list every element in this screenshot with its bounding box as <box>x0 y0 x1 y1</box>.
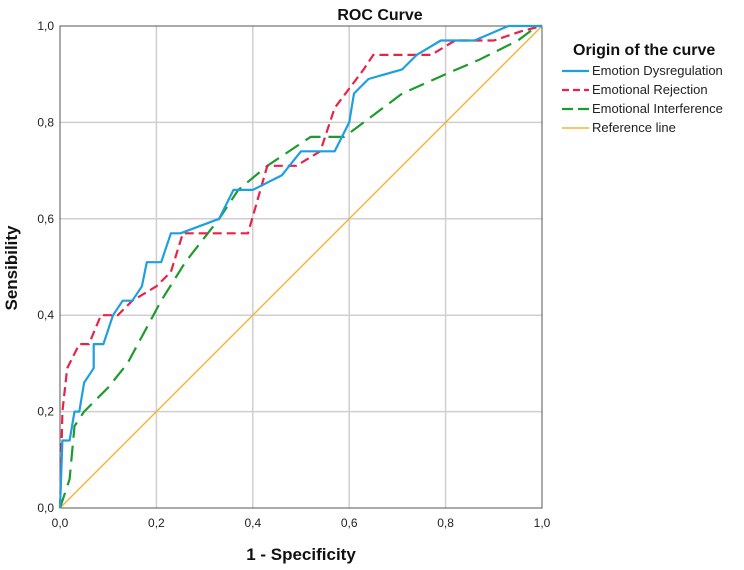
y-tick-label: 1,0 <box>37 19 54 33</box>
series-lines <box>58 24 543 509</box>
x-tick-label: 0,2 <box>148 516 165 530</box>
series-line-reference-line <box>59 25 543 509</box>
y-tick-label: 0,6 <box>37 212 54 226</box>
series-line-emotional-interference <box>58 24 542 509</box>
legend-label: Emotional Rejection <box>592 82 708 97</box>
legend-label: Emotional Interference <box>592 101 723 116</box>
x-axis-title: 1 - Specificity <box>246 545 356 564</box>
x-tick-label: 0,4 <box>244 516 261 530</box>
chart-title: ROC Curve <box>337 7 422 24</box>
y-axis-title: Sensibility <box>2 225 21 311</box>
series-line-emotion-dysregulation <box>58 24 542 509</box>
legend-items: Emotion Dysregulation Emotional Rejection… <box>562 63 723 135</box>
x-tick-label: 0,8 <box>437 516 454 530</box>
x-tick-label: 1,0 <box>534 516 551 530</box>
x-tick-label: 0,6 <box>341 516 358 530</box>
tick-labels: 0,00,0 0,2 0,2 0,4 0,4 0,6 0,6 0,8 0,8 1,0 1,0 <box>37 19 550 530</box>
y-tick-label: 0,4 <box>37 308 54 322</box>
legend-label: Emotion Dysregulation <box>592 63 723 78</box>
x-tick-label: 0,0 <box>52 516 69 530</box>
grid-lines <box>60 26 542 508</box>
y-tick-label: 0,8 <box>37 115 54 129</box>
y-tick-label: 0,2 <box>37 405 54 419</box>
y-tick-label: 0,0 <box>37 501 54 515</box>
plot-frame <box>59 25 543 509</box>
series-line-emotional-rejection <box>58 24 543 509</box>
legend-title: Origin of the curve <box>573 42 715 59</box>
legend: Origin of the curve Emotion Dysregulatio… <box>562 42 723 135</box>
legend-label: Reference line <box>592 120 676 135</box>
